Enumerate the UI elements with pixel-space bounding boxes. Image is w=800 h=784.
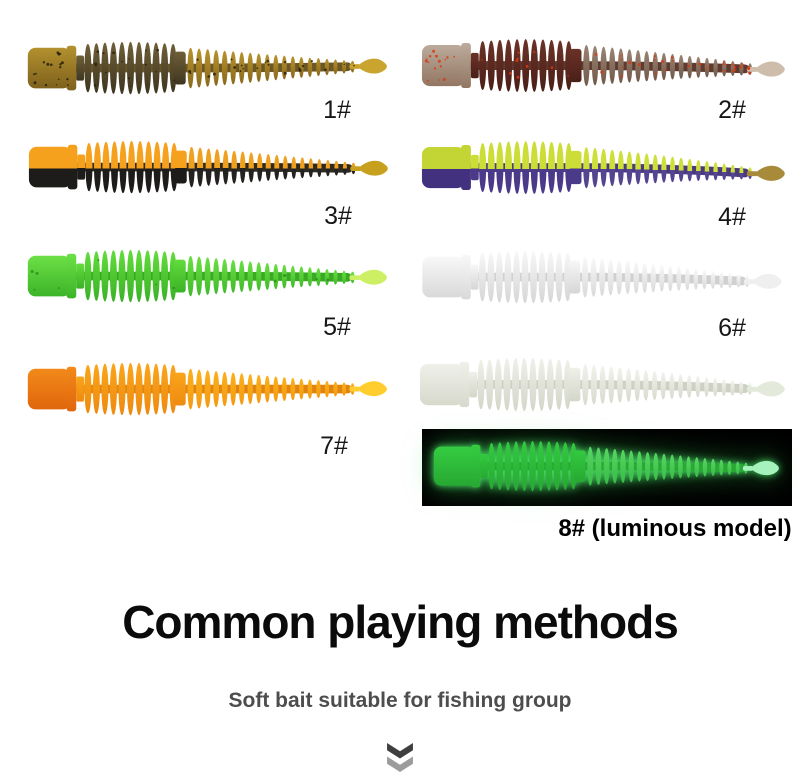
lure-label-1: 1# — [323, 96, 351, 124]
luminous-photo-panel — [422, 429, 792, 506]
chevron-top — [387, 743, 413, 759]
lure-5-image — [27, 249, 387, 303]
lure-photo-1 — [25, 39, 391, 101]
lure-label-5: 5# — [323, 313, 351, 341]
lure-6-image — [422, 250, 782, 304]
lure-label-7: 7# — [320, 432, 348, 460]
luminous-label: 8# (luminous model) — [558, 515, 792, 542]
double-chevron-down-icon — [387, 743, 413, 772]
lure-label-2: 2# — [718, 96, 746, 124]
lure-photo-6 — [419, 248, 786, 310]
lure-photo-8 — [418, 355, 788, 418]
lure-1-image — [27, 41, 387, 95]
lure-2-image — [421, 39, 785, 92]
lure-3-image — [28, 140, 388, 194]
lure-photo-3 — [27, 138, 391, 200]
lure-label-6: 6# — [718, 314, 746, 342]
lure-photo-2 — [420, 36, 788, 99]
lure-photo-4 — [420, 138, 788, 201]
lure-photo-5 — [25, 247, 391, 309]
section-title: Common playing methods — [122, 596, 679, 648]
luminous-lure-image — [433, 440, 779, 491]
section-subtitle: Soft bait suitable for fishing group — [228, 689, 572, 712]
lure-label-3: 3# — [324, 202, 352, 230]
chevron-bottom — [387, 756, 413, 772]
lure-8-image — [419, 357, 785, 412]
lure-7-image — [27, 362, 387, 416]
lure-4-image — [421, 141, 785, 194]
lure-photo-7 — [25, 360, 391, 422]
lure-label-4: 4# — [718, 203, 746, 231]
